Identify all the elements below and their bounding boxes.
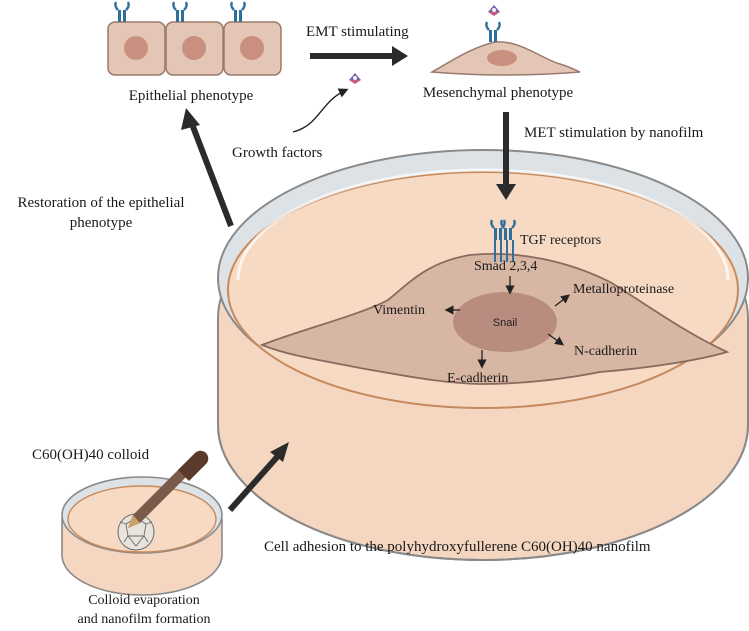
vimentin-label: Vimentin [373,303,425,318]
evaporation-label-line2: and nanofilm formation [78,612,211,627]
restoration-label-line2: phenotype [70,215,133,231]
epithelial-cells [107,21,282,76]
growth-factors-label: Growth factors [232,145,323,161]
arrow-to-metalloproteinase [554,294,571,307]
n-cadherin-label: N-cadherin [574,344,637,359]
e-cadherin-label: E-cadherin [447,371,508,386]
mesenchymal-cell-in-dish [259,252,730,385]
big-arrows [181,46,516,512]
signaling-arrows [444,276,571,369]
snail-label: Snail [493,317,517,329]
metalloproteinase-label: Metalloproteinase [573,282,674,297]
tgf-receptors-label: TGF receptors [520,233,601,248]
mesenchymal-cell-top [429,5,581,76]
dropper-icon [128,450,209,528]
met-stimulation-label: MET stimulation by nanofilm [524,125,704,141]
epithelial-receptor-icons [114,0,246,24]
growth-factor-ligand-icon [292,73,361,133]
adhesion-arrow [227,454,281,512]
petri-dish-small [61,476,223,596]
tgf-receptor-icons [490,218,516,262]
emt-stimulating-label: EMT stimulating [306,24,409,40]
epithelial-phenotype-label: Epithelial phenotype [129,88,254,104]
colloid-label: C60(OH)40 colloid [32,447,150,463]
arrow-to-n-cadherin [547,333,565,346]
snail-nucleus [453,292,557,352]
evaporation-label-line1: Colloid evaporation [88,593,200,608]
smad-label: Smad 2,3,4 [474,259,537,274]
adhesion-label: Cell adhesion to the polyhydroxyfulleren… [264,539,651,555]
restoration-label-line1: Restoration of the epithelial [17,195,184,211]
restoration-arrow [189,122,234,228]
mesenchymal-phenotype-label: Mesenchymal phenotype [423,85,574,101]
